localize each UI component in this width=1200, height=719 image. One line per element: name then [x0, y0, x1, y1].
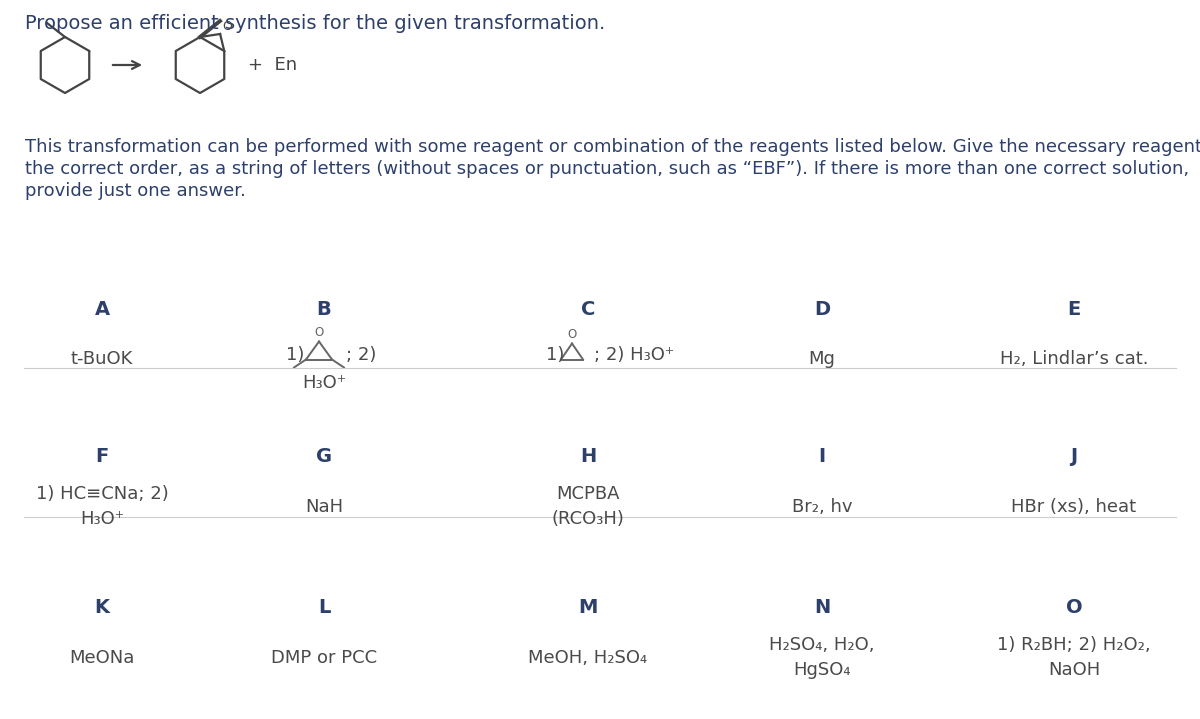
Text: provide just one answer.: provide just one answer.	[25, 182, 246, 200]
Text: H₂, Lindlar’s cat.: H₂, Lindlar’s cat.	[1000, 350, 1148, 369]
Text: N: N	[814, 598, 830, 617]
Text: E: E	[1067, 300, 1081, 319]
Text: C: C	[581, 300, 595, 319]
Text: J: J	[1070, 447, 1078, 466]
Text: HBr (xs), heat: HBr (xs), heat	[1012, 498, 1136, 516]
Text: NaH: NaH	[305, 498, 343, 516]
Text: 1) HC≡CNa; 2)
H₃O⁺: 1) HC≡CNa; 2) H₃O⁺	[36, 485, 168, 528]
Text: MeOH, H₂SO₄: MeOH, H₂SO₄	[528, 649, 648, 667]
Text: the correct order, as a string of letters (without spaces or punctuation, such a: the correct order, as a string of letter…	[25, 160, 1189, 178]
Text: +  En: + En	[248, 56, 298, 74]
Text: O: O	[568, 327, 577, 341]
Text: K: K	[95, 598, 109, 617]
Text: F: F	[95, 447, 109, 466]
Text: M: M	[578, 598, 598, 617]
Text: ; 2) H₃O⁺: ; 2) H₃O⁺	[594, 347, 674, 365]
Text: DMP or PCC: DMP or PCC	[271, 649, 377, 667]
Text: 1) R₂BH; 2) H₂O₂,
NaOH: 1) R₂BH; 2) H₂O₂, NaOH	[997, 636, 1151, 679]
Text: B: B	[317, 300, 331, 319]
Text: O: O	[1066, 598, 1082, 617]
Text: t-BuOK: t-BuOK	[71, 350, 133, 369]
Text: Mg: Mg	[809, 350, 835, 369]
Text: Propose an efficient synthesis for the given transformation.: Propose an efficient synthesis for the g…	[25, 14, 605, 33]
Text: O: O	[222, 20, 232, 33]
Text: MCPBA
(RCO₃H): MCPBA (RCO₃H)	[552, 485, 624, 528]
Text: D: D	[814, 300, 830, 319]
Text: A: A	[95, 300, 109, 319]
Text: ; 2): ; 2)	[346, 346, 377, 364]
Text: 1): 1)	[286, 346, 305, 364]
Text: MeONa: MeONa	[70, 649, 134, 667]
Text: G: G	[316, 447, 332, 466]
Text: This transformation can be performed with some reagent or combination of the rea: This transformation can be performed wit…	[25, 138, 1200, 156]
Text: I: I	[818, 447, 826, 466]
Text: H₂SO₄, H₂O,
HgSO₄: H₂SO₄, H₂O, HgSO₄	[769, 636, 875, 679]
Text: Br₂, hv: Br₂, hv	[792, 498, 852, 516]
Text: L: L	[318, 598, 330, 617]
Text: 1): 1)	[546, 347, 564, 365]
Text: H: H	[580, 447, 596, 466]
Text: O: O	[314, 326, 324, 339]
Text: H₃O⁺: H₃O⁺	[302, 375, 346, 393]
